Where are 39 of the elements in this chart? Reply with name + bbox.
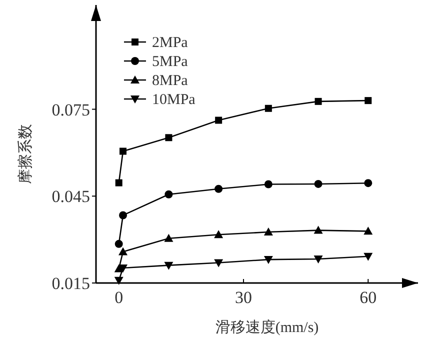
point [214,184,223,193]
point [364,179,372,188]
point [164,190,173,198]
legend-label: 5MPa [152,54,188,70]
point [215,116,222,124]
y-tick-label: 0.075 [52,100,90,120]
point [314,255,323,264]
point [264,180,272,188]
point [314,98,322,105]
point [164,262,174,270]
point [214,259,224,268]
point [119,211,128,220]
legend-label: 8MPa [152,73,188,89]
point [264,256,273,264]
point [114,276,124,285]
legend-label: 10MPa [152,92,196,108]
point [115,179,122,186]
point [114,240,123,248]
x-tick-label: 30 [234,288,252,307]
point [164,234,174,242]
point [364,226,373,235]
point [314,180,322,188]
point [364,252,373,261]
x-tick-label: 0 [114,288,124,307]
point [364,97,372,104]
point [264,104,272,112]
point [118,264,128,272]
y-tick-label: 0.045 [52,187,90,206]
point [118,247,128,256]
y-tick-label: 0.015 [52,274,90,293]
point [314,226,323,234]
point [264,228,273,236]
x-tick-label: 60 [360,288,377,307]
point [120,148,127,155]
point [214,230,224,238]
x-axis-title: 滑移速度(mm/s) [215,319,319,336]
y-axis-title: 摩擦系数 [17,124,34,184]
legend-label: 2MPa [152,35,188,51]
point [165,134,172,142]
